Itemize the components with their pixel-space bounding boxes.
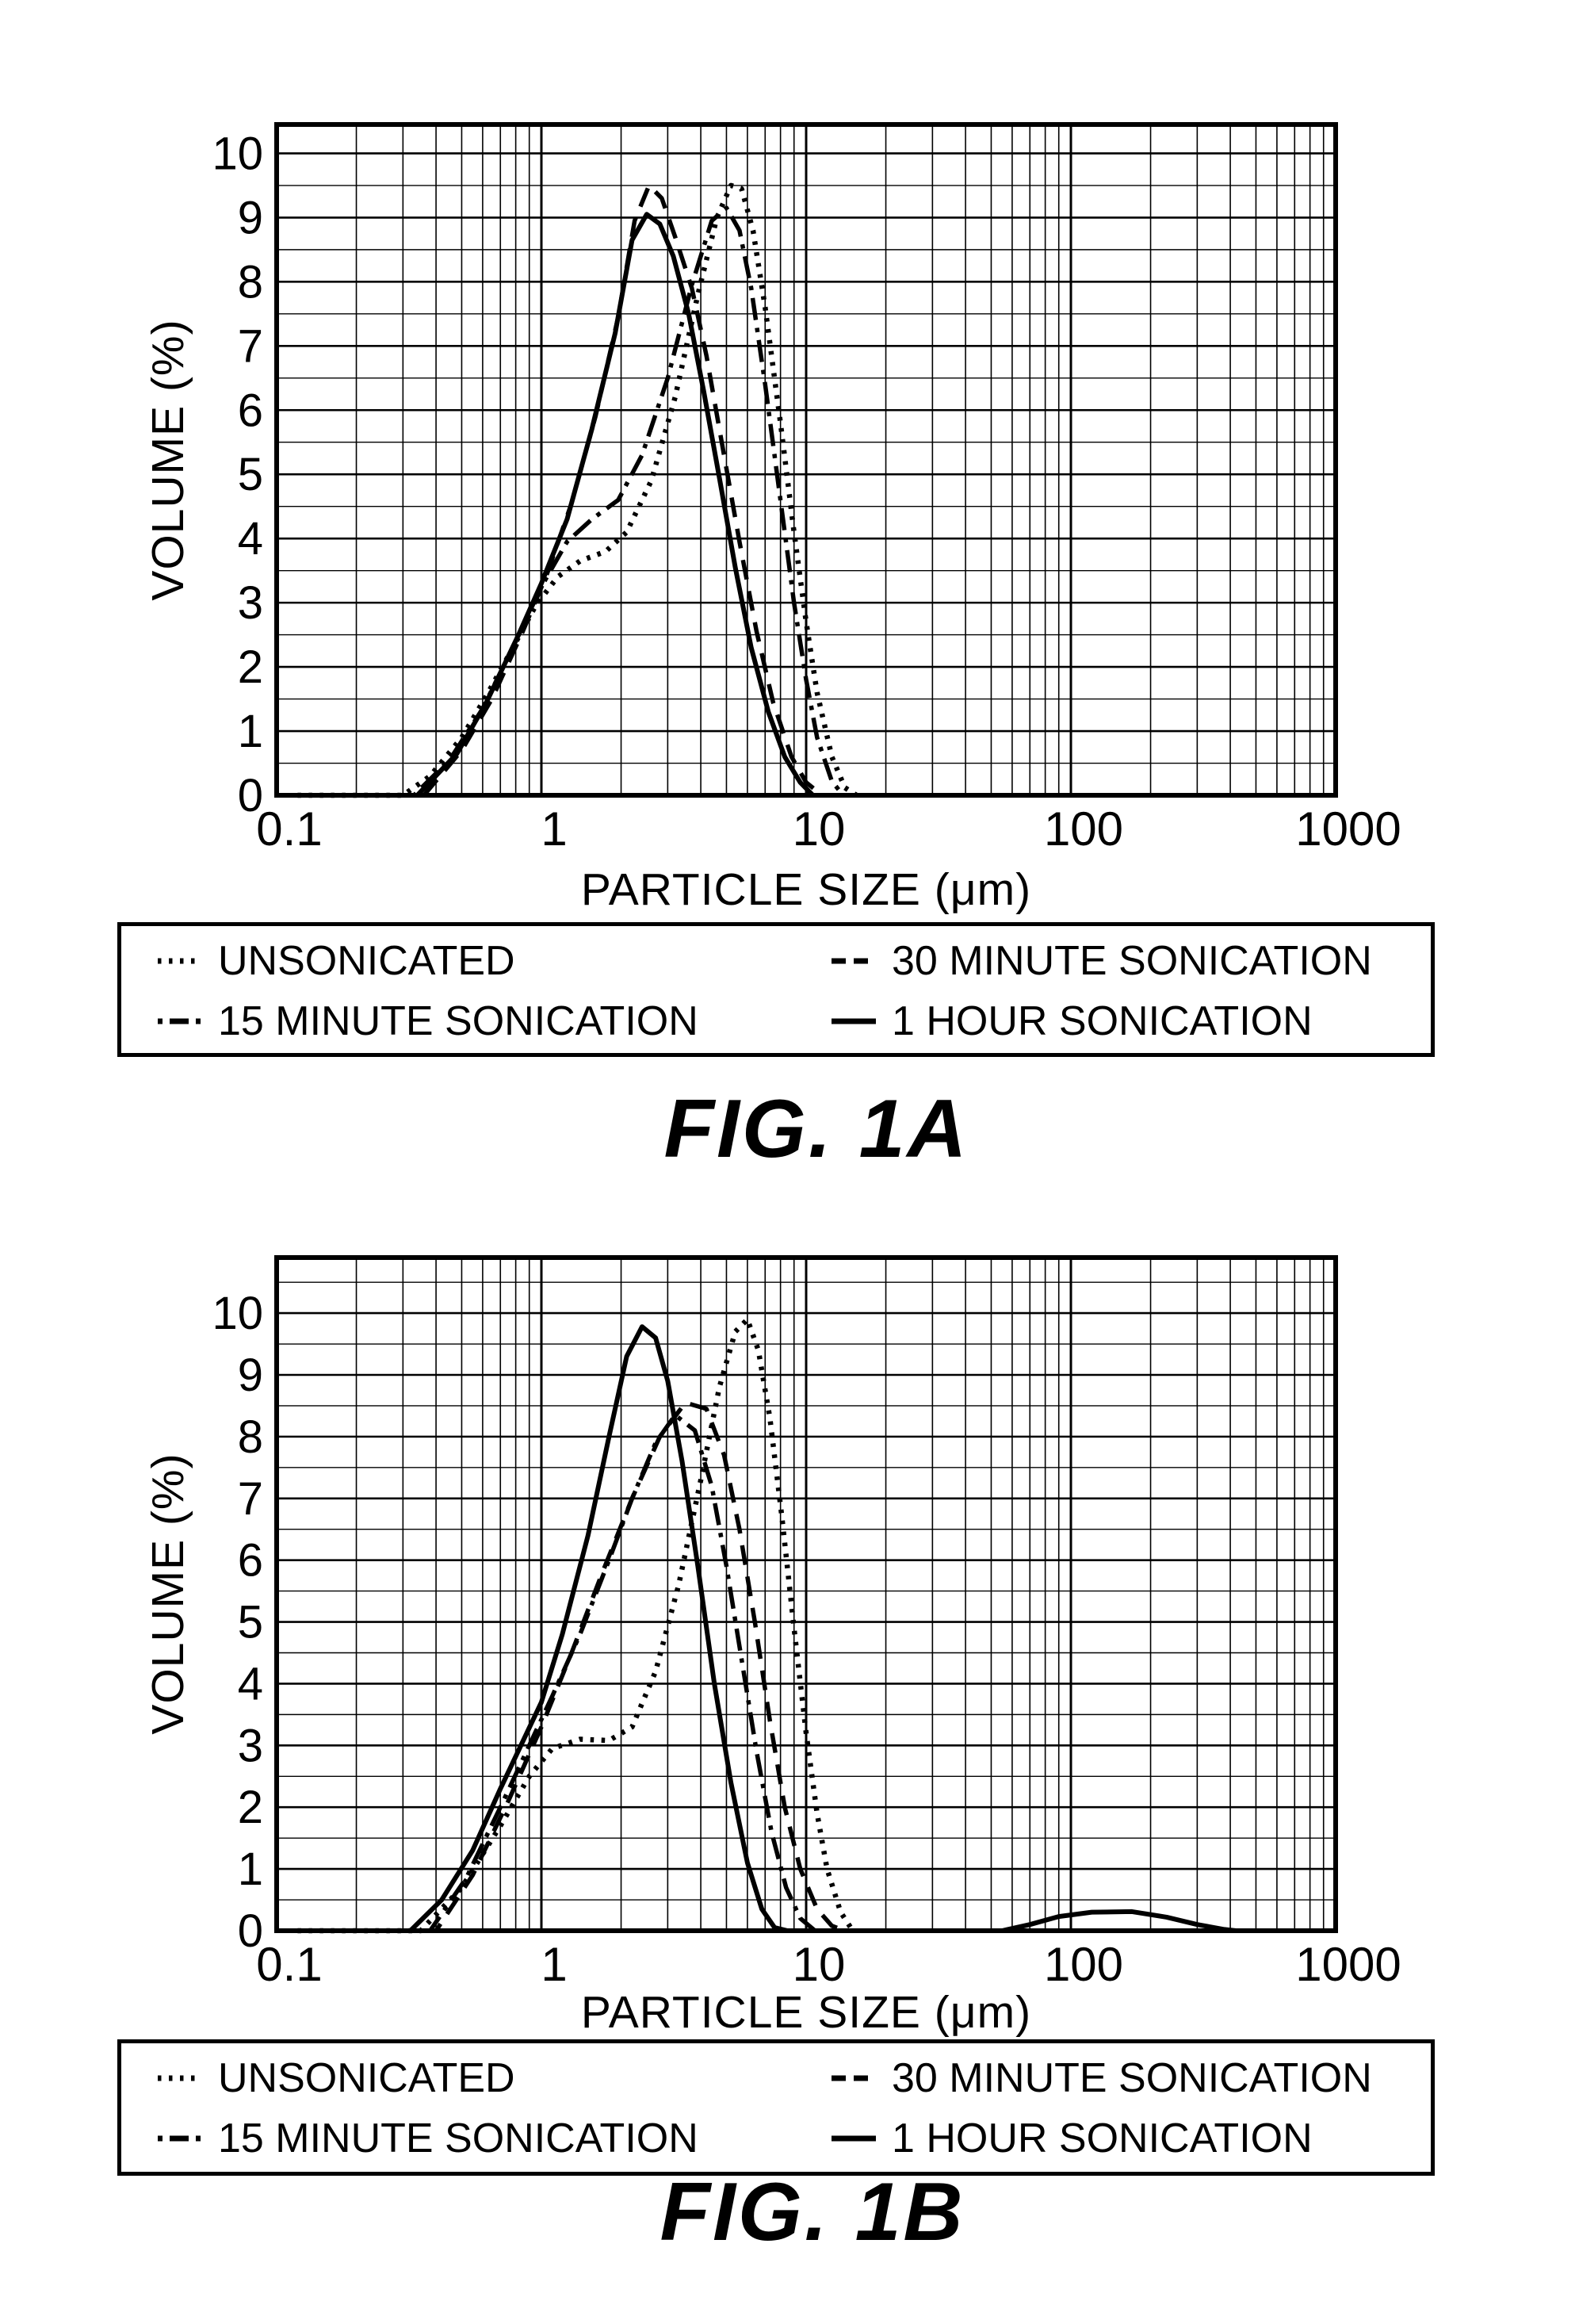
svg-text:7: 7 — [238, 1473, 263, 1525]
svg-text:8: 8 — [238, 1411, 263, 1463]
legend-item-unsonicated: UNSONICATED — [156, 931, 830, 991]
fig-1a-x-axis-title: PARTICLE SIZE (μm) — [580, 864, 1032, 915]
legend-item-30-minute: 30 MINUTE SONICATION — [830, 2048, 1431, 2108]
svg-text:1000: 1000 — [1295, 1938, 1401, 1991]
dashed-line-sample-icon — [832, 958, 876, 964]
svg-text:7: 7 — [238, 320, 263, 372]
dotted-line-sample-icon — [158, 2075, 202, 2081]
legend-label: 1 HOUR SONICATION — [892, 2115, 1313, 2161]
svg-text:1: 1 — [541, 802, 567, 856]
svg-text:100: 100 — [1044, 1938, 1123, 1991]
fig-1b-y-axis-title: VOLUME (%) — [143, 1453, 193, 1735]
svg-text:0.1: 0.1 — [256, 1938, 322, 1991]
svg-text:1: 1 — [238, 1844, 263, 1895]
legend-label: 15 MINUTE SONICATION — [218, 2115, 698, 2161]
fig-1b-legend: UNSONICATED 15 MINUTE SONICATION 30 MINU… — [117, 2039, 1435, 2176]
svg-text:1000: 1000 — [1295, 802, 1401, 856]
dashed-line-sample-icon — [832, 2075, 876, 2081]
svg-text:5: 5 — [238, 449, 263, 500]
legend-item-15-minute: 15 MINUTE SONICATION — [156, 991, 830, 1051]
svg-text:10: 10 — [212, 128, 263, 179]
svg-text:3: 3 — [238, 1720, 263, 1771]
svg-text:6: 6 — [238, 385, 263, 436]
legend-item-1-hour: 1 HOUR SONICATION — [830, 2108, 1431, 2169]
svg-text:2: 2 — [238, 641, 263, 693]
svg-text:0.1: 0.1 — [256, 802, 322, 856]
svg-text:0: 0 — [238, 1905, 263, 1957]
dotted-line-sample-icon — [158, 958, 202, 964]
dash-dot-line-sample-icon — [158, 2135, 202, 2142]
fig-1b-caption: FIG. 1B — [660, 2166, 965, 2258]
svg-text:5: 5 — [238, 1597, 263, 1648]
svg-text:0: 0 — [238, 770, 263, 821]
fig-1b-x-axis-title: PARTICLE SIZE (μm) — [580, 1987, 1032, 2038]
svg-text:2: 2 — [238, 1782, 263, 1833]
fig-1a-plot: 0 1 2 3 4 5 6 7 8 9 10 0.1 1 10 100 1000 — [212, 122, 1401, 856]
legend-label: UNSONICATED — [218, 938, 515, 984]
legend-label: 15 MINUTE SONICATION — [218, 998, 698, 1044]
solid-line-sample-icon — [832, 1018, 876, 1024]
fig-1a-y-axis-title: VOLUME (%) — [143, 319, 193, 601]
dash-dot-line-sample-icon — [158, 1018, 202, 1024]
legend-item-15-minute: 15 MINUTE SONICATION — [156, 2108, 830, 2169]
svg-text:10: 10 — [793, 1938, 846, 1991]
legend-label: UNSONICATED — [218, 2055, 515, 2101]
legend-label: 30 MINUTE SONICATION — [892, 2055, 1372, 2101]
fig-1b-plot: 0 1 2 3 4 5 6 7 8 9 10 0.1 1 10 100 1000 — [212, 1255, 1401, 1991]
svg-text:9: 9 — [238, 1350, 263, 1401]
legend-item-unsonicated: UNSONICATED — [156, 2048, 830, 2108]
solid-line-sample-icon — [832, 2135, 876, 2142]
svg-text:100: 100 — [1044, 802, 1123, 856]
svg-text:1: 1 — [541, 1938, 567, 1991]
svg-text:4: 4 — [238, 513, 263, 565]
legend-label: 30 MINUTE SONICATION — [892, 938, 1372, 984]
svg-text:9: 9 — [238, 192, 263, 243]
legend-item-1-hour: 1 HOUR SONICATION — [830, 991, 1431, 1051]
svg-text:3: 3 — [238, 577, 263, 629]
svg-text:8: 8 — [238, 256, 263, 308]
svg-text:6: 6 — [238, 1535, 263, 1587]
legend-label: 1 HOUR SONICATION — [892, 998, 1313, 1044]
fig-1a-caption: FIG. 1A — [663, 1083, 969, 1175]
fig-1a-legend: UNSONICATED 15 MINUTE SONICATION 30 MINU… — [117, 922, 1435, 1057]
svg-text:10: 10 — [793, 802, 846, 856]
svg-text:4: 4 — [238, 1658, 263, 1709]
legend-item-30-minute: 30 MINUTE SONICATION — [830, 931, 1431, 991]
svg-text:10: 10 — [212, 1288, 263, 1339]
svg-text:1: 1 — [238, 706, 263, 757]
